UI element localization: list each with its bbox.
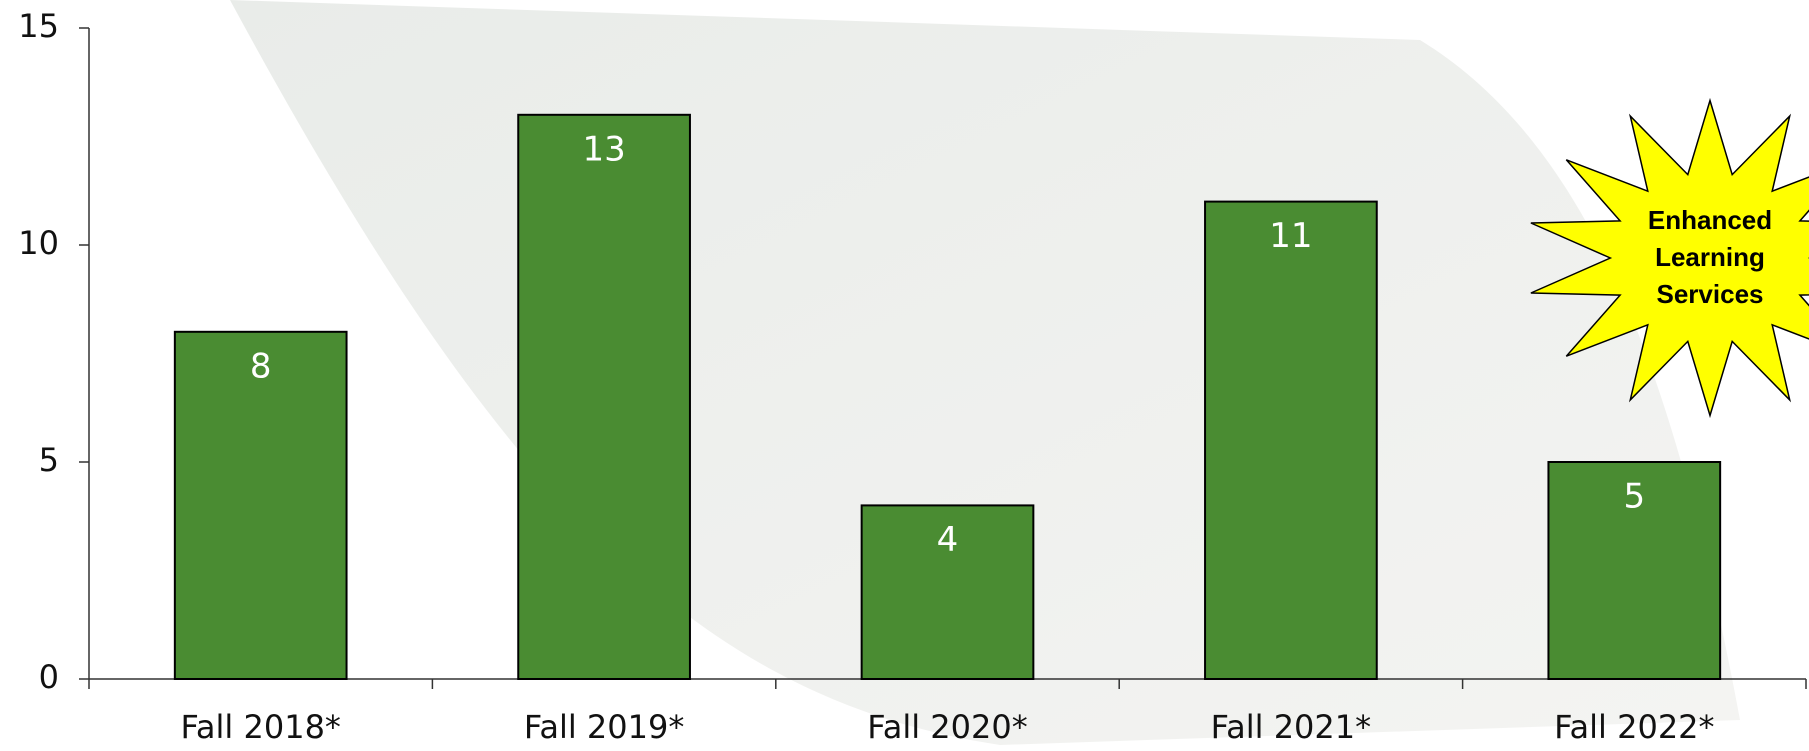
bar <box>1547 461 1722 680</box>
annotation: Learning <box>1655 242 1765 272</box>
annotation: Enhanced <box>1648 205 1772 235</box>
value-label: 8 <box>250 346 272 386</box>
annotation: Services <box>1657 279 1764 309</box>
bar <box>860 504 1035 680</box>
x-tick-label: Fall 2019* <box>524 708 684 746</box>
y-tick-label: 10 <box>18 224 59 262</box>
x-tick-label: Fall 2018* <box>180 708 340 746</box>
bar <box>173 330 348 680</box>
value-label: 4 <box>937 520 959 560</box>
value-label: 5 <box>1623 477 1645 517</box>
x-tick-label: Fall 2021* <box>1211 708 1371 746</box>
bar <box>1204 200 1378 680</box>
x-tick-label: Fall 2020* <box>867 708 1027 746</box>
y-tick-label: 15 <box>18 7 59 45</box>
bar <box>517 113 691 681</box>
y-tick-label: 5 <box>39 441 59 479</box>
starburst <box>1530 97 1809 419</box>
value-label: 13 <box>582 129 625 169</box>
x-tick-label: Fall 2022* <box>1554 708 1714 746</box>
value-label: 11 <box>1269 216 1312 256</box>
y-tick-label: 0 <box>39 658 59 696</box>
